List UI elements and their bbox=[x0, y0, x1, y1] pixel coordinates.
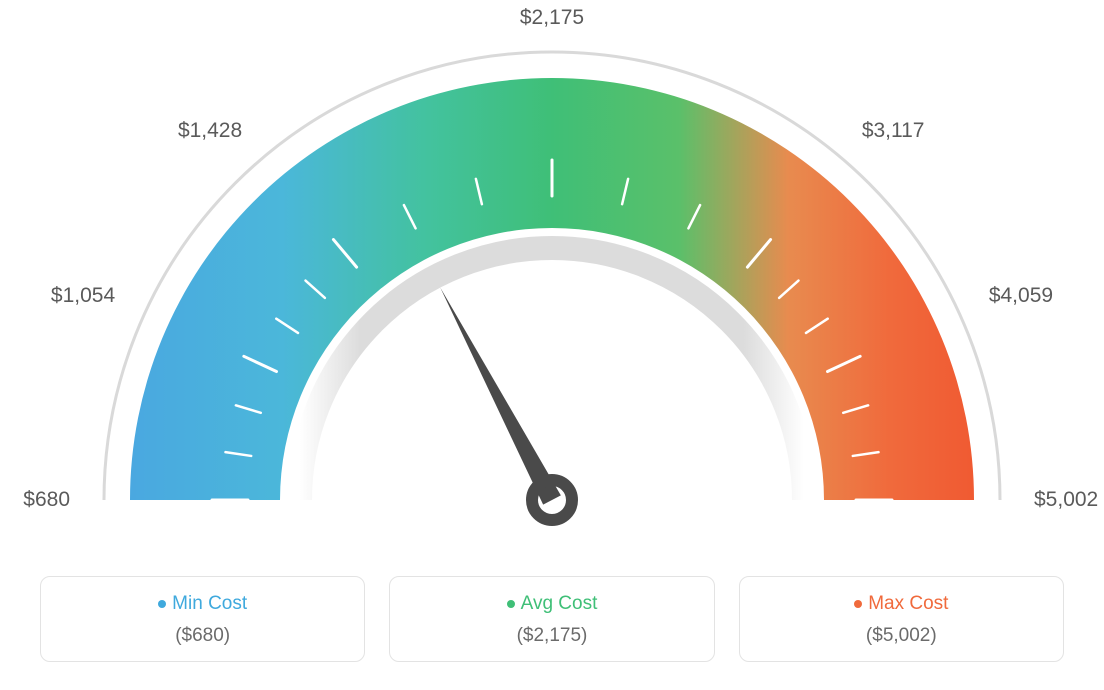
legend-value-avg: ($2,175) bbox=[400, 625, 703, 647]
scale-label: $680 bbox=[23, 488, 70, 512]
legend-title-max: Max Cost bbox=[750, 593, 1053, 615]
cost-gauge-widget: $680 $1,054 $1,428 $2,175 $3,117 $4,059 $5,002… bbox=[0, 0, 1104, 690]
legend-value-min: ($680) bbox=[51, 625, 354, 647]
dot-icon bbox=[854, 600, 862, 608]
legend-title-avg: Avg Cost bbox=[400, 593, 703, 615]
legend-card-min: Min Cost ($680) bbox=[40, 576, 365, 662]
gauge-svg bbox=[0, 0, 1104, 560]
legend-card-avg: Avg Cost ($2,175) bbox=[389, 576, 714, 662]
legend-title-min: Min Cost bbox=[51, 593, 354, 615]
legend-row: Min Cost ($680) Avg Cost ($2,175) Max Co… bbox=[40, 576, 1064, 662]
scale-label: $1,428 bbox=[178, 119, 242, 143]
scale-label: $5,002 bbox=[1034, 488, 1098, 512]
dot-icon bbox=[158, 600, 166, 608]
legend-title-text: Min Cost bbox=[172, 593, 247, 614]
legend-title-text: Avg Cost bbox=[521, 593, 598, 614]
scale-label: $2,175 bbox=[520, 6, 584, 30]
legend-card-max: Max Cost ($5,002) bbox=[739, 576, 1064, 662]
gauge-area: $680 $1,054 $1,428 $2,175 $3,117 $4,059 $5,002 bbox=[0, 0, 1104, 560]
scale-label: $1,054 bbox=[51, 284, 115, 308]
scale-label: $3,117 bbox=[862, 119, 925, 143]
dot-icon bbox=[507, 600, 515, 608]
legend-value-max: ($5,002) bbox=[750, 625, 1053, 647]
legend-title-text: Max Cost bbox=[868, 593, 948, 614]
scale-label: $4,059 bbox=[989, 284, 1053, 308]
